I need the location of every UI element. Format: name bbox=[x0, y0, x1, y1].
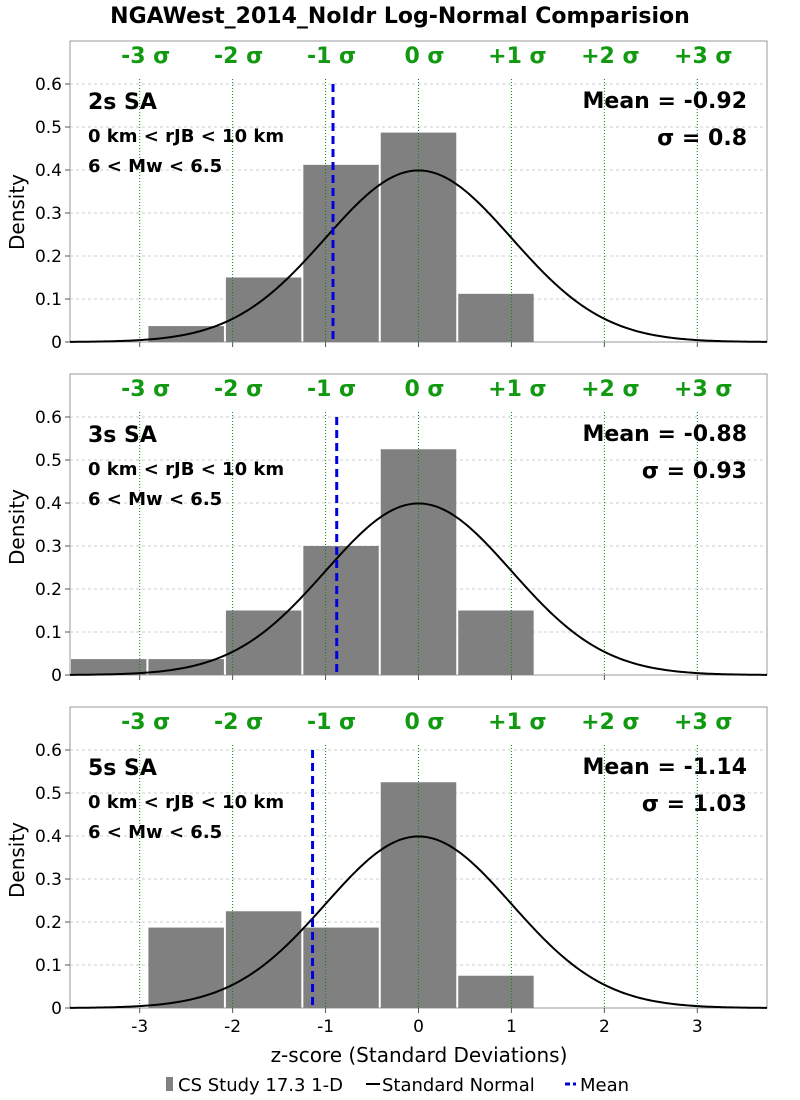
sigma-label: -3 σ bbox=[121, 44, 170, 69]
sigma-label: +1 σ bbox=[488, 377, 547, 402]
histogram-bar bbox=[225, 610, 302, 675]
sigma-label: +2 σ bbox=[581, 44, 640, 69]
distance-range-label: 0 km < rJB < 10 km bbox=[88, 459, 284, 480]
sigma-value-label: σ = 1.03 bbox=[642, 792, 747, 817]
histogram-bar bbox=[458, 610, 534, 675]
x-tick-label: 1 bbox=[506, 1017, 517, 1037]
ylabel-panel-1: Density bbox=[5, 174, 29, 250]
sigma-label: -1 σ bbox=[307, 710, 356, 735]
histogram-bar bbox=[71, 659, 147, 675]
distance-range-label: 0 km < rJB < 10 km bbox=[88, 126, 284, 147]
x-tick-label: 3 bbox=[692, 1017, 703, 1037]
y-tick-label: 0 bbox=[51, 333, 62, 353]
legend-normal-label: Standard Normal bbox=[382, 1075, 535, 1096]
y-tick-label: 0.2 bbox=[35, 580, 62, 600]
x-tick-label: 0 bbox=[413, 1017, 424, 1037]
y-tick-label: 0.4 bbox=[35, 161, 62, 181]
histogram-bar bbox=[458, 975, 534, 1008]
panels-container: 0 0.1 0.2 0.3 0.4 0.5 0.6 -3 σ -2 σ -1 σ 0 σ +1 σ +2… bbox=[35, 40, 768, 1037]
chart-title: NGAWest_2014_NoIdr Log-Normal Comparisio… bbox=[110, 4, 690, 29]
panel-2: 0 0.1 0.2 0.3 0.4 0.5 0.6 -3 σ -2 σ -1 σ 0 σ +1 σ +2… bbox=[35, 373, 768, 686]
y-tick-label: 0.1 bbox=[35, 956, 62, 976]
y-tick-label: 0.6 bbox=[35, 741, 62, 761]
panel-3: 0 0.1 0.2 0.3 0.4 0.5 0.6 -3 σ -2 σ -1 σ 0 σ +1 σ +2… bbox=[35, 706, 768, 1037]
sigma-label: -1 σ bbox=[307, 377, 356, 402]
sigma-label: -1 σ bbox=[307, 44, 356, 69]
sigma-label: -2 σ bbox=[214, 710, 263, 735]
y-tick-label: 0.4 bbox=[35, 827, 62, 847]
sigma-label: 0 σ bbox=[404, 710, 444, 735]
y-tick-label: 0.3 bbox=[35, 204, 62, 224]
histogram-bar bbox=[303, 927, 379, 1008]
magnitude-range-label: 6 < Mw < 6.5 bbox=[88, 489, 222, 510]
histogram-bar bbox=[148, 927, 224, 1008]
x-axis-label: z-score (Standard Deviations) bbox=[271, 1043, 568, 1067]
sigma-label: 0 σ bbox=[404, 44, 444, 69]
y-tick-label: 0.2 bbox=[35, 247, 62, 267]
y-tick-label: 0 bbox=[51, 999, 62, 1019]
sigma-label: -3 σ bbox=[121, 377, 170, 402]
y-tick-label: 0 bbox=[51, 666, 62, 686]
y-tick-label: 0.5 bbox=[35, 118, 62, 138]
distance-range-label: 0 km < rJB < 10 km bbox=[88, 792, 284, 813]
y-tick-label: 0.6 bbox=[35, 75, 62, 95]
sigma-label: +2 σ bbox=[581, 377, 640, 402]
panel-1: 0 0.1 0.2 0.3 0.4 0.5 0.6 -3 σ -2 σ -1 σ 0 σ +1 σ +2… bbox=[35, 40, 768, 353]
y-tick-label: 0.5 bbox=[35, 784, 62, 804]
histogram-bar bbox=[458, 293, 534, 342]
sigma-label: +1 σ bbox=[488, 710, 547, 735]
x-tick-label: 2 bbox=[599, 1017, 610, 1037]
sigma-label: 0 σ bbox=[404, 377, 444, 402]
legend-histogram-label: CS Study 17.3 1-D bbox=[178, 1075, 343, 1096]
y-tick-label: 0.2 bbox=[35, 913, 62, 933]
y-tick-label: 0.5 bbox=[35, 451, 62, 471]
sigma-label: +3 σ bbox=[674, 44, 733, 69]
period-label: 3s SA bbox=[88, 423, 157, 448]
magnitude-range-label: 6 < Mw < 6.5 bbox=[88, 822, 222, 843]
sigma-label: -2 σ bbox=[214, 377, 263, 402]
mean-value-label: Mean = -0.92 bbox=[583, 89, 747, 114]
y-tick-label: 0.3 bbox=[35, 870, 62, 890]
legend-mean-label: Mean bbox=[580, 1075, 629, 1096]
histogram-bar bbox=[303, 546, 379, 675]
sigma-label: +1 σ bbox=[488, 44, 547, 69]
histogram-bar bbox=[225, 277, 302, 342]
y-tick-label: 0.1 bbox=[35, 623, 62, 643]
y-tick-label: 0.1 bbox=[35, 290, 62, 310]
magnitude-range-label: 6 < Mw < 6.5 bbox=[88, 156, 222, 177]
sigma-value-label: σ = 0.93 bbox=[642, 459, 747, 484]
sigma-label: +3 σ bbox=[674, 377, 733, 402]
histogram-bar bbox=[225, 911, 302, 1008]
normal-curve bbox=[69, 169, 768, 343]
legend: CS Study 17.3 1-D Standard Normal Mean bbox=[166, 1075, 629, 1096]
sigma-label: +2 σ bbox=[581, 710, 640, 735]
y-tick-label: 0.6 bbox=[35, 408, 62, 428]
legend-histogram-swatch bbox=[166, 1077, 173, 1091]
normal-curve bbox=[69, 835, 768, 1009]
sigma-label: -2 σ bbox=[214, 44, 263, 69]
ylabel-panel-3: Density bbox=[5, 822, 29, 898]
sigma-value-label: σ = 0.8 bbox=[657, 126, 747, 151]
mean-value-label: Mean = -0.88 bbox=[583, 422, 747, 447]
sigma-label: -3 σ bbox=[121, 710, 170, 735]
normal-curve bbox=[69, 502, 768, 676]
sigma-label: +3 σ bbox=[674, 710, 733, 735]
y-tick-label: 0.3 bbox=[35, 537, 62, 557]
x-tick-label: -2 bbox=[224, 1017, 241, 1037]
ylabel-panel-2: Density bbox=[5, 489, 29, 565]
period-label: 2s SA bbox=[88, 90, 157, 115]
x-tick-label: -3 bbox=[131, 1017, 148, 1037]
histogram-bar bbox=[303, 164, 379, 342]
mean-value-label: Mean = -1.14 bbox=[583, 755, 747, 780]
period-label: 5s SA bbox=[88, 756, 157, 781]
x-tick-label: -1 bbox=[317, 1017, 334, 1037]
y-tick-label: 0.4 bbox=[35, 494, 62, 514]
